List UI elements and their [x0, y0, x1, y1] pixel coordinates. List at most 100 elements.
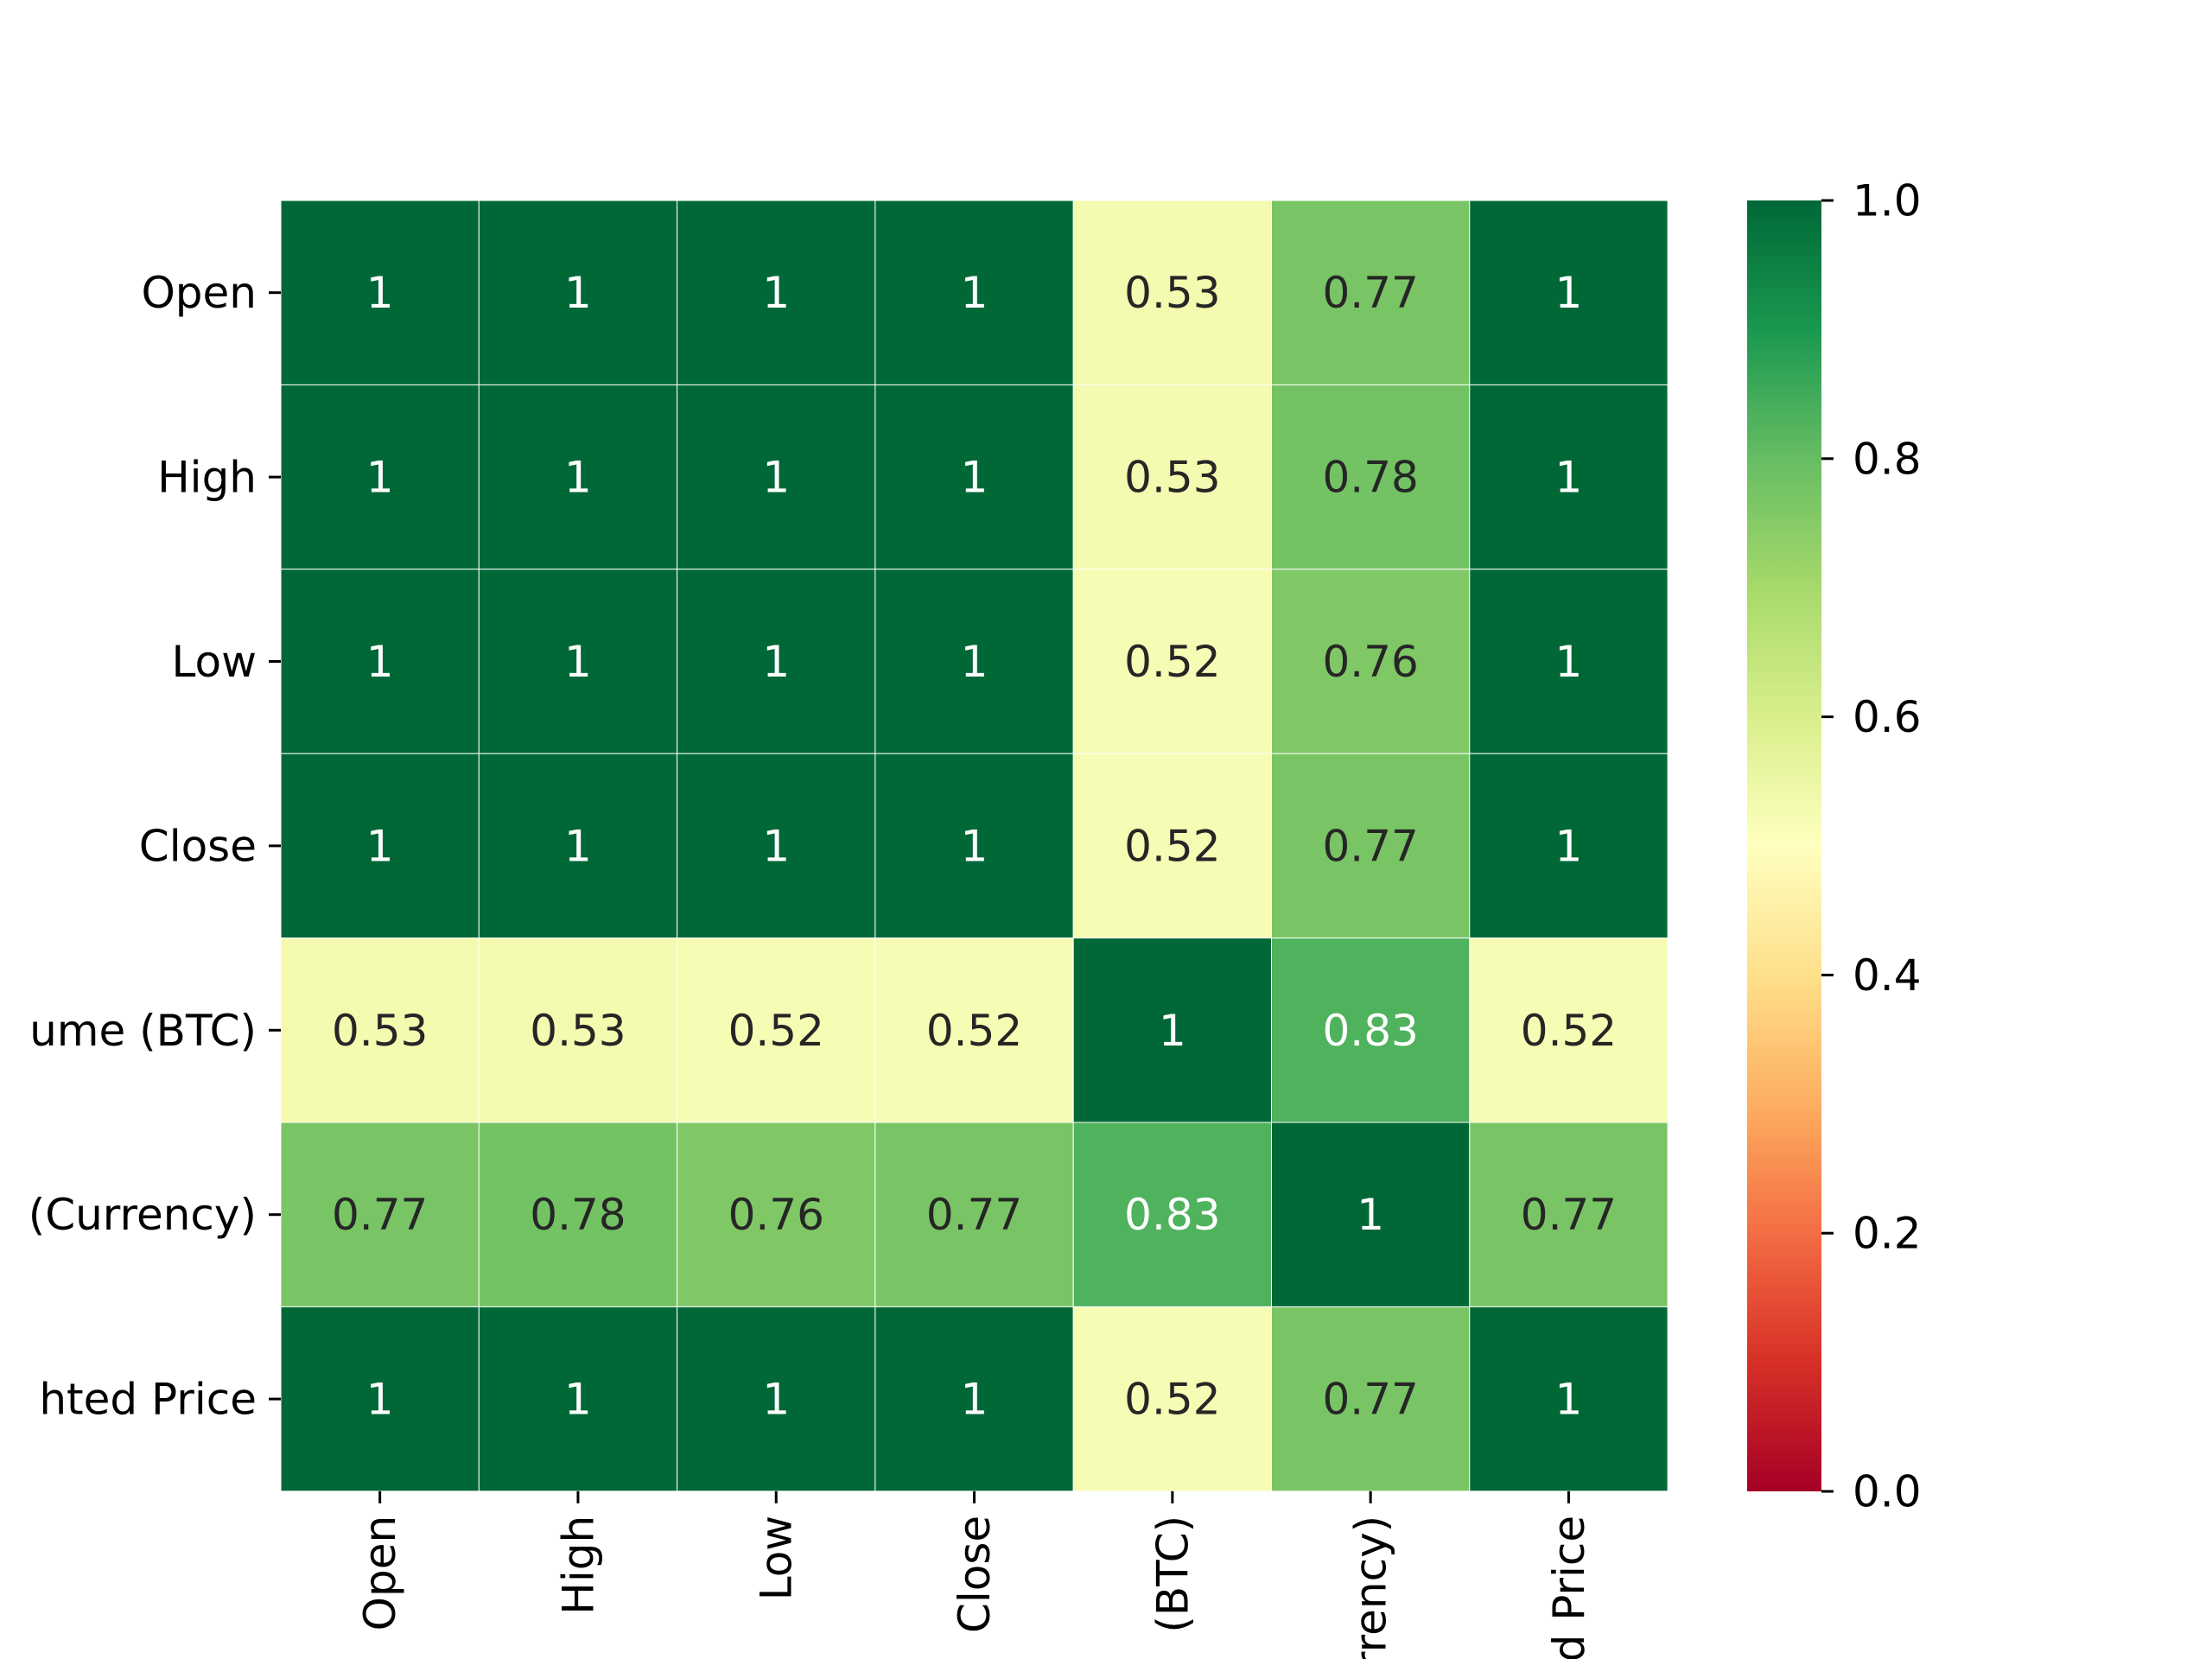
cell-annotation: 0.53 [530, 1006, 626, 1056]
cell-annotation: 1 [366, 1375, 394, 1425]
heatmap-cell [1072, 753, 1272, 939]
colorbar-tick-label: 1.0 [1853, 176, 1922, 226]
cell-annotation: 1 [961, 453, 988, 503]
cell-annotation: 0.52 [926, 1006, 1022, 1056]
heatmap-cell [280, 938, 480, 1123]
colorbar-tick-label: 0.0 [1853, 1467, 1922, 1517]
cell-annotation: 0.53 [1124, 268, 1220, 318]
heatmap-cell [1271, 569, 1471, 754]
x-tick-label: Low [752, 1516, 802, 1600]
cell-annotation: 1 [961, 1375, 988, 1425]
heatmap-cells [280, 200, 1669, 1492]
colorbar-gradient [1747, 200, 1821, 1491]
cell-annotation: 1 [366, 637, 394, 687]
heatmap-cell [1469, 1306, 1669, 1492]
y-tick-label: Low [172, 637, 257, 687]
cell-annotation: 0.83 [1124, 1190, 1220, 1240]
cell-annotation: 0.52 [1124, 1375, 1220, 1425]
cell-annotation: 1 [564, 637, 592, 687]
heatmap-cell [1072, 200, 1272, 385]
cell-annotation: 1 [1159, 1006, 1186, 1056]
heatmap-cell [280, 569, 480, 754]
colorbar-tick-label: 0.6 [1853, 692, 1922, 742]
cell-annotation: 1 [1555, 268, 1583, 318]
heatmap-cell [478, 200, 678, 385]
x-tick-label: High [553, 1516, 603, 1615]
x-tick-label: rrency) [1346, 1516, 1396, 1659]
cell-annotation: 1 [1555, 1375, 1583, 1425]
colorbar-tick-label: 0.2 [1853, 1209, 1922, 1259]
x-tick-label: (BTC) [1147, 1516, 1198, 1633]
cell-annotation: 0.78 [530, 1190, 626, 1240]
x-tick-label: Open [355, 1516, 405, 1631]
cell-annotation: 1 [961, 637, 988, 687]
heatmap-cell [280, 384, 480, 570]
heatmap-cell [478, 1122, 678, 1307]
heatmap-cell [874, 1306, 1074, 1492]
y-tick-label: (Currency) [29, 1190, 257, 1240]
cell-annotation: 1 [564, 1375, 592, 1425]
cell-annotation: 1 [762, 637, 790, 687]
heatmap-cell [1271, 1306, 1471, 1492]
heatmap-cell [874, 1122, 1074, 1307]
heatmap-cell [677, 384, 876, 570]
cell-annotation: 0.76 [1322, 637, 1418, 687]
x-axis-tick-labels: Open High Low Close (BTC) rrency) d Price [355, 1491, 1594, 1659]
cell-annotation: 1 [366, 453, 394, 503]
colorbar: 0.0 0.2 0.4 0.6 0.8 1.0 [1747, 176, 1922, 1517]
cell-annotation: 0.83 [1322, 1006, 1418, 1056]
heatmap-cell [478, 753, 678, 939]
cell-annotation: 0.77 [1322, 268, 1418, 318]
x-tick-label: Close [950, 1516, 1000, 1633]
cell-annotation: 0.52 [728, 1006, 824, 1056]
cell-annotation: 0.77 [926, 1190, 1022, 1240]
heatmap-cell [1469, 384, 1669, 570]
heatmap-cell [1469, 938, 1669, 1123]
cell-annotation: 1 [1555, 821, 1583, 871]
cell-annotation: 1 [1555, 453, 1583, 503]
heatmap-cell [677, 1306, 876, 1492]
cell-annotation: 1 [564, 453, 592, 503]
cell-annotation: 1 [564, 268, 592, 318]
heatmap-cell [1271, 384, 1471, 570]
cell-annotation: 0.77 [1322, 821, 1418, 871]
heatmap-cell [478, 1306, 678, 1492]
cell-annotation: 1 [961, 268, 988, 318]
cell-annotation: 0.53 [332, 1006, 428, 1056]
cell-annotation: 1 [762, 268, 790, 318]
heatmap-cell [1469, 1122, 1669, 1307]
colorbar-ticks: 0.0 0.2 0.4 0.6 0.8 1.0 [1821, 176, 1922, 1517]
cell-annotation: 1 [1555, 637, 1583, 687]
cell-annotation: 1 [762, 453, 790, 503]
cell-annotation: 1 [762, 1375, 790, 1425]
heatmap-cell [1271, 753, 1471, 939]
cell-annotation: 0.52 [1124, 821, 1220, 871]
cell-annotation: 0.76 [728, 1190, 824, 1240]
heatmap-cell [1072, 384, 1272, 570]
y-tick-label: Open [141, 268, 257, 318]
heatmap-cell [1271, 200, 1471, 385]
cell-annotation: 0.77 [1521, 1190, 1617, 1240]
y-tick-label: ume (BTC) [29, 1006, 257, 1056]
cell-annotation: 1 [961, 821, 988, 871]
cell-annotation: 1 [1357, 1190, 1384, 1240]
cell-annotation: 0.77 [1322, 1375, 1418, 1425]
heatmap-cell [1271, 938, 1471, 1123]
colorbar-tick-label: 0.4 [1853, 950, 1922, 1001]
heatmap-cell [874, 200, 1074, 385]
heatmap-cell [1072, 1306, 1272, 1492]
heatmap-annotations: 1 1 1 1 0.53 0.77 1 1 1 1 1 0.53 0.78 1 1 1 1 1 0.52 0.76 1 1… [332, 268, 1617, 1424]
cell-annotation: 0.52 [1521, 1006, 1617, 1056]
cell-annotation: 1 [564, 821, 592, 871]
cell-annotation: 0.53 [1124, 453, 1220, 503]
cell-annotation: 0.78 [1322, 453, 1418, 503]
heatmap-cell [874, 569, 1074, 754]
heatmap-cell [677, 569, 876, 754]
cell-annotation: 0.52 [1124, 637, 1220, 687]
heatmap-cell [280, 1122, 480, 1307]
heatmap-cell [280, 1306, 480, 1492]
heatmap-cell [1072, 1122, 1272, 1307]
heatmap-cell [874, 753, 1074, 939]
heatmap-cell [1469, 200, 1669, 385]
